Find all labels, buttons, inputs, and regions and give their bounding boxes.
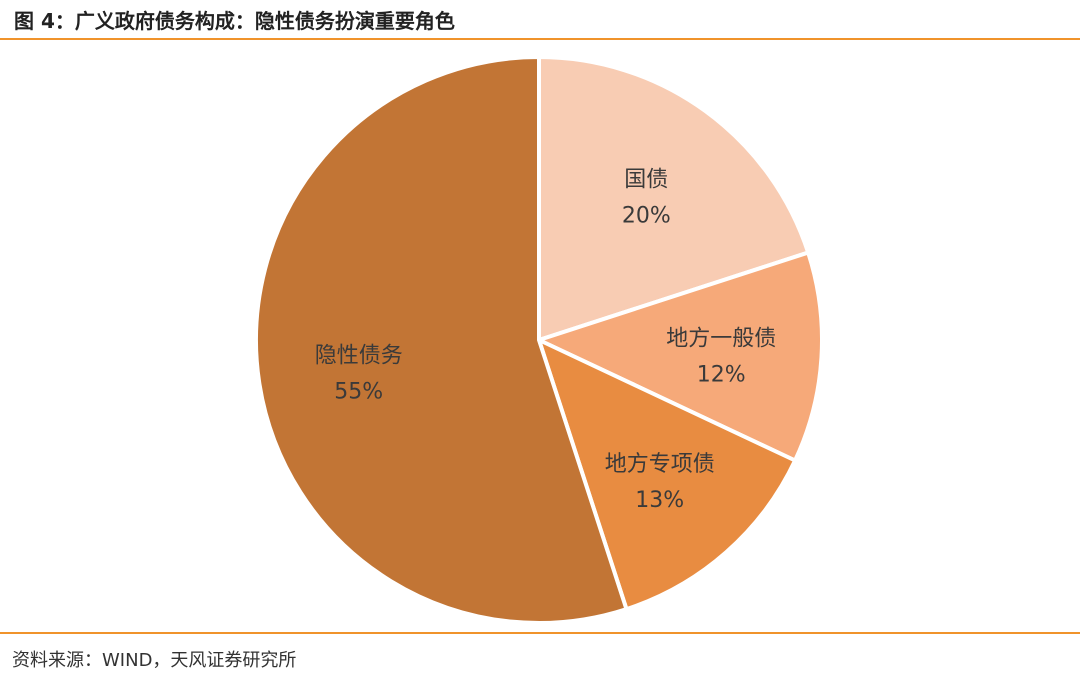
bottom-divider bbox=[0, 632, 1080, 634]
slice-value-label-2: 12% bbox=[697, 363, 746, 388]
pie-chart: 国债 20% 地方一般债 12% 地方专项债 13% 隐性债务 55% bbox=[254, 55, 824, 625]
slice-name-label-4: 隐性债务 bbox=[315, 344, 403, 369]
pie-slices bbox=[254, 55, 824, 625]
slice-value-label-1: 20% bbox=[622, 203, 671, 228]
pie-slice-3 bbox=[537, 338, 798, 612]
figure-title: 图 4：广义政府债务构成：隐性债务扮演重要角色 bbox=[14, 9, 455, 33]
pie-labels: 国债 20% 地方一般债 12% 地方专项债 13% 隐性债务 55% bbox=[315, 167, 777, 513]
slice-name-label-1: 国债 bbox=[624, 167, 668, 192]
slice-value-label-3: 13% bbox=[635, 488, 684, 513]
top-divider bbox=[0, 38, 1080, 40]
slice-value-label-4: 55% bbox=[334, 380, 383, 405]
slice-name-label-2: 地方一般债 bbox=[666, 327, 776, 352]
pie-slice-1 bbox=[537, 55, 811, 342]
source-note: 资料来源：WIND，天风证券研究所 bbox=[12, 650, 297, 671]
pie-slice-4 bbox=[254, 55, 629, 625]
pie-slice-2 bbox=[537, 250, 824, 463]
slice-name-label-3: 地方专项债 bbox=[605, 452, 715, 477]
